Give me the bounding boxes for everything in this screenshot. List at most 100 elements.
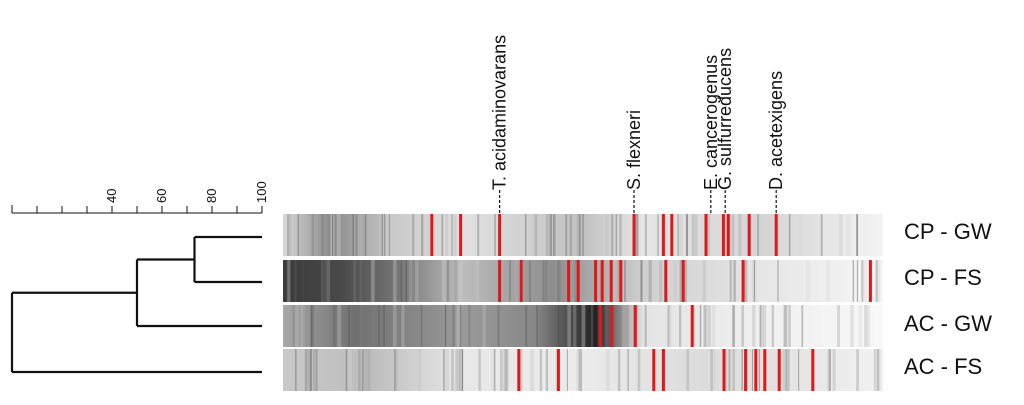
gel-grey-band: [707, 305, 711, 347]
red-band: [519, 260, 523, 302]
gel-grey-band: [624, 260, 626, 302]
gel-grey-band: [659, 260, 663, 302]
gel-grey-band: [421, 214, 424, 256]
gel-grey-band: [453, 214, 458, 256]
gel-grey-band: [711, 349, 715, 391]
red-band: [741, 260, 745, 302]
gel-grey-band: [877, 349, 879, 391]
red-band: [868, 260, 872, 302]
gel-grey-band: [555, 260, 559, 302]
gel-grey-band: [405, 260, 407, 302]
gel-grey-band: [352, 214, 355, 256]
gel-grey-band: [762, 305, 767, 347]
gel-grey-band: [785, 305, 788, 347]
gel-grey-band: [788, 214, 791, 256]
gel-grey-band: [577, 214, 580, 256]
gel-grey-band: [569, 214, 573, 256]
gel-grey-band: [445, 214, 449, 256]
gel-grey-band: [616, 260, 620, 302]
gel-grey-band: [441, 260, 446, 302]
gel-grey-band: [332, 214, 334, 256]
similarity-scale: 40 60 80 100: [11, 181, 269, 214]
gel-grey-band: [310, 305, 312, 347]
gel-grey-band: [550, 214, 553, 256]
gel-grey-band: [450, 214, 454, 256]
gel-grey-band: [856, 214, 858, 256]
gel-grey-band: [699, 305, 702, 347]
red-band: [610, 305, 614, 347]
scale-tick-label: 40: [104, 189, 119, 203]
gel-grey-band: [635, 214, 638, 256]
gel-grey-band: [545, 349, 548, 391]
gel-grey-band: [462, 349, 464, 391]
gel-grey-band: [686, 214, 688, 256]
gel-grey-band: [741, 305, 744, 347]
gel-grey-band: [287, 214, 290, 256]
gel-grey-band: [850, 305, 854, 347]
lane-label-cp-fs: CP - FS: [904, 265, 982, 290]
gel-grey-band: [312, 349, 316, 391]
scale-tick-label: 80: [204, 189, 219, 203]
gel-grey-band: [401, 305, 405, 347]
gel-grey-band: [456, 305, 461, 347]
gel-grey-band: [541, 260, 545, 302]
gel-grey-band: [777, 260, 779, 302]
gel-grey-band: [624, 260, 629, 302]
gel-grey-band: [738, 214, 742, 256]
red-band: [576, 260, 580, 302]
gel-grey-band: [519, 349, 523, 391]
gel-grey-band: [371, 305, 375, 347]
red-band: [652, 349, 656, 391]
gel-grey-band: [383, 305, 385, 347]
gel-grey-band: [311, 214, 314, 256]
gel-grey-band: [733, 260, 736, 302]
gel-grey-band: [640, 260, 643, 302]
gel-grey-band: [292, 305, 295, 347]
gel-grey-band: [837, 305, 840, 347]
gel-grey-band: [320, 260, 324, 302]
gel-grey-band: [829, 349, 831, 391]
annotation-label: E. cancerogenus: [701, 55, 721, 190]
gel-grey-band: [745, 260, 748, 302]
gel-grey-band: [667, 305, 672, 347]
lane-label-ac-fs: AC - FS: [904, 354, 983, 379]
gel-lane: [283, 214, 883, 256]
gel-grey-band: [558, 260, 561, 302]
red-band: [722, 349, 726, 391]
gel-lane: [283, 349, 883, 391]
red-band: [498, 214, 502, 256]
red-band: [498, 260, 502, 302]
gel-grey-band: [729, 260, 732, 302]
gel-grey-band: [499, 349, 503, 391]
gel-grey-band: [359, 260, 363, 302]
gel-grey-band: [673, 260, 678, 302]
scale-tick-label: 60: [154, 189, 169, 203]
gel-grey-band: [311, 305, 313, 347]
gel-grey-band: [566, 349, 568, 391]
gel-grey-band: [336, 214, 341, 256]
gel-grey-band: [545, 214, 549, 256]
gel-grey-band: [477, 214, 480, 256]
gel-grey-band: [399, 305, 402, 347]
gel-grey-band: [576, 349, 581, 391]
gel-grey-band: [605, 214, 609, 256]
gel-grey-band: [760, 305, 764, 347]
gel-grey-band: [548, 214, 552, 256]
gel-grey-band: [757, 214, 759, 256]
red-band: [517, 349, 521, 391]
gel-grey-band: [832, 349, 836, 391]
gel-grey-band: [482, 305, 486, 347]
gel-grey-band: [677, 214, 679, 256]
red-band: [774, 214, 778, 256]
gel-grey-band: [503, 349, 507, 391]
red-band: [556, 349, 560, 391]
gel-grey-band: [385, 214, 390, 256]
gel-grey-band: [353, 260, 356, 302]
gel-grey-band: [381, 214, 383, 256]
gel-grey-band: [538, 260, 542, 302]
gel-grey-band: [420, 305, 423, 347]
red-band: [744, 349, 748, 391]
gel-grey-band: [409, 260, 413, 302]
gel-grey-band: [619, 214, 622, 256]
